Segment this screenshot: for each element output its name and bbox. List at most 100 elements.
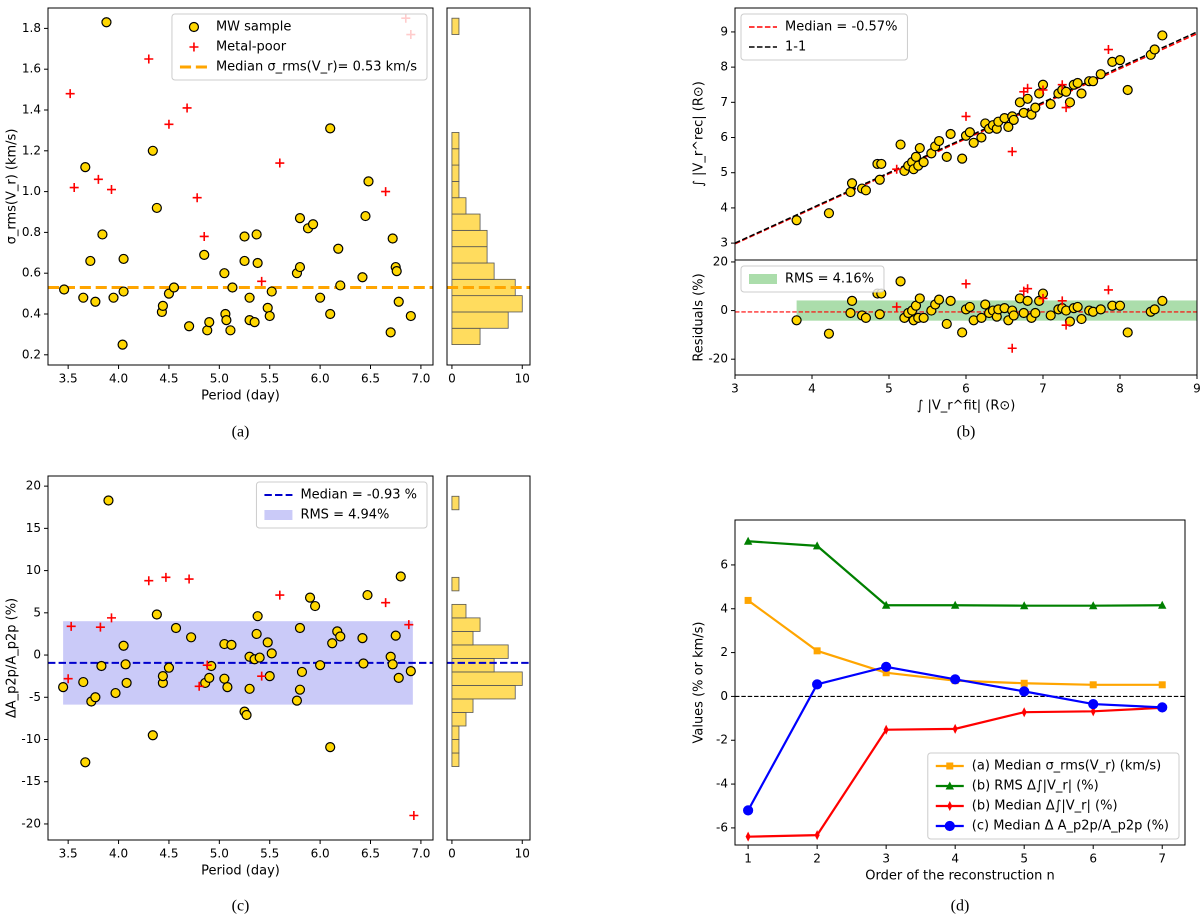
data-point (1003, 121, 1014, 133)
data-point (358, 658, 369, 669)
y-tick-label: 0.4 (22, 307, 41, 321)
panel-caption: (c) (232, 898, 250, 915)
legend-marker (945, 781, 954, 790)
reference-line (735, 31, 1197, 244)
legend-box (255, 481, 428, 529)
legend-label: RMS = 4.16% (785, 272, 874, 287)
axes-frame (734, 519, 1186, 846)
data-point (945, 128, 956, 140)
data-point (813, 647, 821, 655)
data-point (120, 659, 131, 670)
data-point (1087, 76, 1099, 87)
data-point (823, 328, 835, 339)
data-point (941, 318, 952, 330)
y-tick-label: 3 (720, 236, 728, 250)
data-point (791, 315, 802, 326)
data-point (1122, 84, 1133, 96)
data-point (1019, 601, 1029, 610)
x-tick-label: 5.5 (260, 847, 279, 861)
data-point (957, 327, 968, 338)
y-tick-label: 20 (713, 254, 728, 268)
data-point (1061, 103, 1071, 113)
data-point (219, 268, 230, 279)
hist-bar (451, 262, 495, 280)
data-point (957, 153, 968, 164)
x-tick-label: 6 (1089, 852, 1097, 866)
y-tick-label: 1.2 (22, 143, 41, 157)
data-point (222, 682, 233, 693)
data-point (157, 671, 168, 682)
x-tick-label: 7.0 (411, 372, 430, 386)
data-point (294, 622, 306, 634)
data-point (108, 292, 119, 303)
y-tick-label: 20 (26, 479, 41, 493)
data-point (895, 276, 906, 287)
y-tick-label: 0 (33, 648, 41, 662)
data-point (251, 628, 262, 640)
data-point (1060, 86, 1072, 97)
data-point (964, 301, 975, 313)
data-point (362, 589, 373, 601)
legend-label: Median σ_rms(V_r)= 0.53 km/s (216, 60, 417, 75)
data-point (1088, 698, 1099, 710)
x-tick-label: 10 (515, 847, 530, 861)
data-point (227, 282, 238, 293)
y-axis-label: ΔA_p2p/A_p2p (%) (5, 598, 20, 718)
data-point (257, 671, 267, 681)
legend-label: (c) Median Δ A_p2p/A_p2p (%) (972, 819, 1169, 834)
data-point (199, 249, 210, 260)
data-point (914, 293, 925, 304)
y-axis-label: Residuals (%) (692, 273, 707, 361)
legend-box (171, 13, 428, 81)
data-point (405, 665, 416, 677)
data-point (315, 660, 326, 671)
x-tick-label: 7 (1039, 382, 1047, 396)
hist-bar (451, 180, 460, 199)
data-point (335, 280, 346, 291)
x-tick-label: 5 (1020, 852, 1028, 866)
axes-frame (47, 475, 434, 841)
data-point (226, 639, 237, 651)
data-point (294, 261, 306, 273)
data-point (294, 684, 306, 695)
data-point (309, 600, 321, 612)
x-axis-label: ∫ |V_r^fit| (R⊙) (917, 399, 1016, 414)
legend-box (740, 265, 885, 293)
hist-bar (451, 148, 460, 166)
data-point (964, 127, 975, 138)
x-tick-label: 6.5 (361, 372, 380, 386)
data-point (1057, 296, 1067, 306)
plot-area (48, 13, 433, 350)
x-tick-label: 5 (885, 382, 893, 396)
data-point (106, 613, 116, 623)
legend-label: (b) Median Δ∫|V_r| (%) (972, 799, 1118, 814)
x-tick-label: 6.5 (361, 847, 380, 861)
y-tick-label: 2 (720, 645, 728, 659)
data-point (393, 672, 404, 683)
hist-bar (451, 213, 481, 231)
y-tick-label: 1.8 (22, 21, 41, 35)
y-axis-label: ∫ |V_r^rec| (R⊙) (692, 81, 707, 187)
data-point (291, 695, 303, 706)
data-point (106, 185, 116, 195)
panel-caption: (d) (951, 898, 970, 915)
data-point (1072, 77, 1083, 89)
data-point (390, 630, 401, 641)
data-point (404, 620, 414, 630)
legend-marker (947, 801, 953, 811)
data-point (1045, 98, 1056, 110)
y-tick-label: 0.6 (22, 266, 41, 280)
data-point (110, 687, 121, 699)
x-tick-label: 1 (744, 852, 752, 866)
data-point (1020, 679, 1028, 687)
x-tick-label: 5.0 (210, 847, 229, 861)
data-point (296, 666, 308, 678)
data-point (1158, 681, 1166, 689)
data-point (1149, 304, 1160, 315)
data-point (275, 158, 285, 168)
data-point (791, 215, 802, 226)
data-point (1030, 307, 1041, 319)
x-tick-label: 9 (1193, 382, 1200, 396)
data-point (335, 631, 346, 642)
